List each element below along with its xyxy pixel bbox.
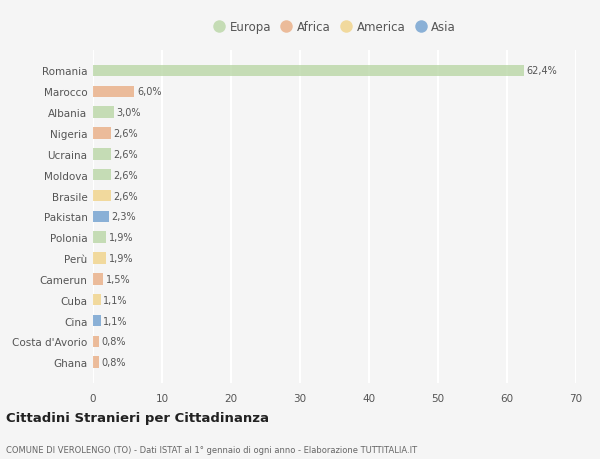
Text: 62,4%: 62,4% (526, 67, 557, 76)
Text: 1,9%: 1,9% (109, 233, 133, 243)
Bar (93, 336, 98, 347)
Text: 0,8%: 0,8% (101, 336, 126, 347)
Text: 2,6%: 2,6% (114, 129, 139, 139)
Bar (93, 211, 109, 223)
Text: 3,0%: 3,0% (116, 108, 141, 118)
Text: 1,9%: 1,9% (109, 253, 133, 263)
Text: 1,1%: 1,1% (103, 316, 128, 326)
Text: 2,3%: 2,3% (112, 212, 136, 222)
Bar (93, 86, 134, 98)
Bar (93, 107, 114, 118)
Legend: Europa, Africa, America, Asia: Europa, Africa, America, Asia (208, 17, 461, 39)
Bar (93, 357, 98, 368)
Text: 2,6%: 2,6% (114, 191, 139, 201)
Text: 1,1%: 1,1% (103, 295, 128, 305)
Text: 0,8%: 0,8% (101, 358, 126, 367)
Bar (93, 253, 106, 264)
Text: Cittadini Stranieri per Cittadinanza: Cittadini Stranieri per Cittadinanza (6, 412, 269, 425)
Bar (93, 294, 101, 306)
Text: 6,0%: 6,0% (137, 87, 161, 97)
Text: 1,5%: 1,5% (106, 274, 131, 284)
Text: COMUNE DI VEROLENGO (TO) - Dati ISTAT al 1° gennaio di ogni anno - Elaborazione : COMUNE DI VEROLENGO (TO) - Dati ISTAT al… (6, 445, 417, 454)
Bar (93, 169, 111, 181)
Bar (93, 149, 111, 160)
Bar (93, 232, 106, 243)
Text: 2,6%: 2,6% (114, 150, 139, 159)
Bar (93, 66, 524, 77)
Bar (93, 128, 111, 140)
Text: 2,6%: 2,6% (114, 170, 139, 180)
Bar (93, 190, 111, 202)
Bar (93, 274, 103, 285)
Bar (93, 315, 101, 326)
